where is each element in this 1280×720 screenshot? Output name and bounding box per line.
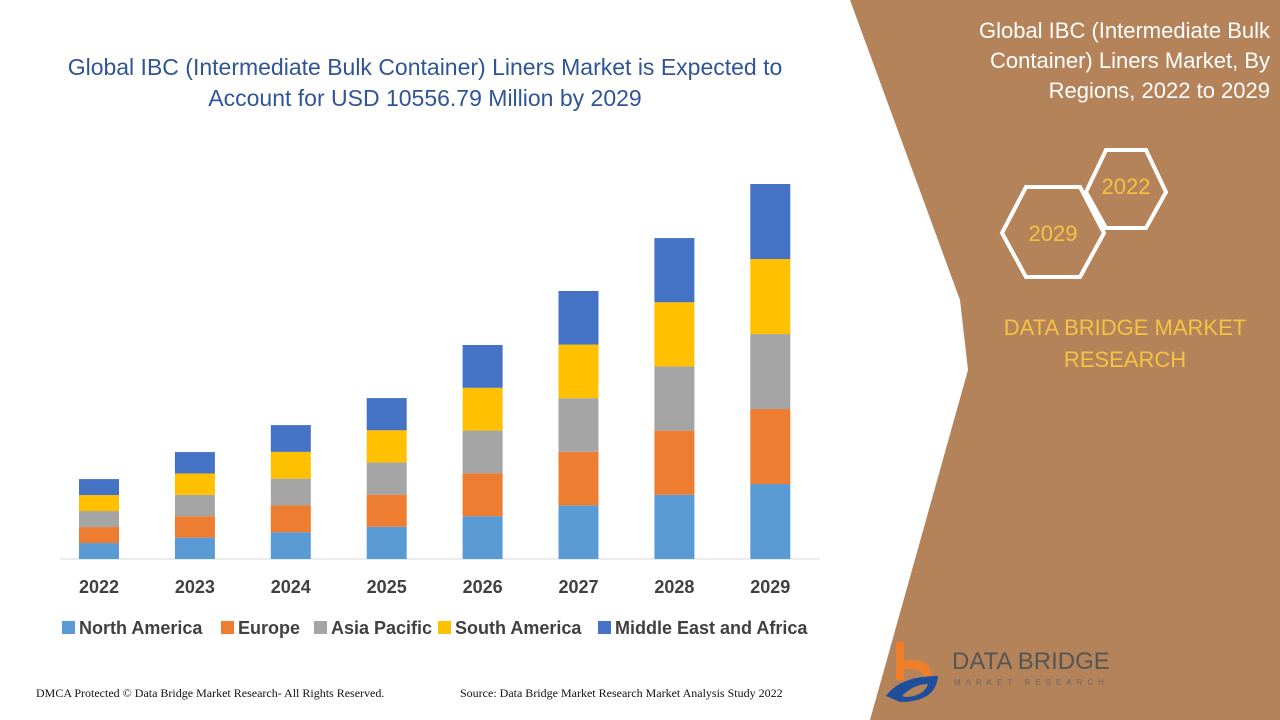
legend-label: North America	[79, 618, 203, 638]
footer-copyright: DMCA Protected © Data Bridge Market Rese…	[36, 686, 385, 700]
bar-segment-2024-asia-pacific	[270, 478, 311, 506]
bar-segment-2028-europe	[654, 430, 695, 495]
bar-segment-2029-asia-pacific	[750, 334, 791, 410]
bar-segment-2029-south-america	[750, 259, 791, 335]
bar-segment-2025-asia-pacific	[366, 462, 407, 495]
x-tick-label: 2022	[79, 577, 119, 597]
bar-segment-2029-north-america	[750, 484, 791, 559]
legend-swatch	[314, 621, 327, 634]
bar-segment-2027-middle-east-and-africa	[558, 290, 599, 345]
bar-segment-2024-europe	[270, 505, 311, 533]
legend-swatch	[438, 621, 451, 634]
x-tick-label: 2028	[654, 577, 694, 597]
bar-segment-2023-middle-east-and-africa	[174, 452, 215, 474]
stacked-bar-chart: 2022 2023 2024 2025 2026 2027 2028 2029 North A…	[60, 184, 820, 638]
bar-segment-2023-south-america	[174, 473, 215, 495]
bar-segment-2028-north-america	[654, 494, 695, 559]
bar-segment-2024-south-america	[270, 451, 311, 479]
x-tick-label: 2024	[271, 577, 311, 597]
hex-label-2029: 2029	[1029, 221, 1078, 246]
bar-segment-2026-asia-pacific	[462, 430, 503, 474]
bar-segment-2023-asia-pacific	[174, 494, 215, 517]
hexagon-2022	[1083, 148, 1169, 230]
chart-title: Global IBC (Intermediate Bulk Container)…	[67, 54, 783, 111]
legend-label: Europe	[238, 618, 300, 638]
legend-swatch	[221, 621, 234, 634]
bar-segment-2027-asia-pacific	[558, 398, 599, 452]
bar-segment-2026-north-america	[462, 516, 503, 559]
brand-text: DATA BRIDGE MARKET RESEARCH	[1003, 315, 1247, 372]
logo-subtitle: MARKET RESEARCH	[954, 678, 1109, 687]
bar-segment-2025-europe	[366, 494, 407, 527]
bar-segment-2022-middle-east-and-africa	[79, 479, 119, 496]
bar-segment-2024-north-america	[270, 532, 311, 559]
legend-label: Middle East and Africa	[615, 618, 808, 638]
footer-source: Source: Data Bridge Market Research Mark…	[460, 686, 783, 700]
legend-label: Asia Pacific	[331, 618, 432, 638]
bar-segment-2026-middle-east-and-africa	[462, 344, 503, 388]
hexagon-badges: 2022 2029	[999, 148, 1169, 279]
bar-segment-2022-asia-pacific	[79, 511, 119, 528]
x-tick-label: 2023	[175, 577, 215, 597]
bar-segment-2026-south-america	[462, 387, 503, 431]
x-tick-label: 2026	[463, 577, 503, 597]
data-bridge-logo	[886, 642, 938, 702]
bar-segment-2027-north-america	[558, 505, 599, 559]
bar-segment-2025-south-america	[366, 430, 407, 463]
bar-segment-2027-south-america	[558, 344, 599, 399]
bar-segment-2025-middle-east-and-africa	[366, 398, 407, 431]
bar-segment-2023-north-america	[174, 537, 215, 559]
side-panel-title: Global IBC (Intermediate Bulk Container)…	[978, 18, 1270, 103]
bar-segment-2025-north-america	[366, 526, 407, 559]
bar-segment-2028-south-america	[654, 302, 695, 367]
legend-swatch	[62, 621, 75, 634]
bar-segment-2023-europe	[174, 516, 215, 538]
legend-label: South America	[455, 618, 582, 638]
bar-segment-2022-north-america	[79, 543, 119, 559]
bar-segment-2028-asia-pacific	[654, 366, 695, 431]
hexagon-2029	[999, 185, 1107, 279]
bar-segment-2024-middle-east-and-africa	[270, 425, 311, 452]
bar-segment-2022-south-america	[79, 495, 119, 512]
bar-segment-2029-europe	[750, 409, 791, 485]
legend-swatch	[598, 621, 611, 634]
bar-segment-2027-europe	[558, 451, 599, 506]
bar-segment-2022-europe	[79, 527, 119, 544]
hex-label-2022: 2022	[1102, 174, 1151, 199]
x-tick-label: 2027	[558, 577, 598, 597]
bar-segment-2028-middle-east-and-africa	[654, 238, 695, 303]
logo-name: DATA BRIDGE	[952, 648, 1110, 675]
x-tick-label: 2025	[367, 577, 407, 597]
x-tick-label: 2029	[750, 577, 790, 597]
bar-segment-2026-europe	[462, 473, 503, 517]
bar-segment-2029-middle-east-and-africa	[750, 184, 791, 260]
